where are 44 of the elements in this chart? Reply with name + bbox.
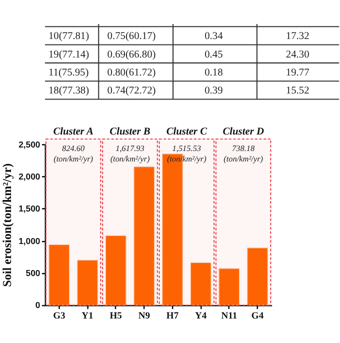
text: 0.34: [204, 31, 224, 42]
y-tick-label: 2,000: [18, 171, 40, 182]
bar: [190, 262, 212, 306]
text: 0.74(72.72): [107, 86, 156, 97]
y-tick-label: 500: [26, 268, 40, 278]
x-tick-label: N9: [138, 312, 150, 322]
x-tick-label: G3: [53, 312, 66, 322]
bar: [76, 260, 98, 306]
x-tick-label: N11: [221, 312, 238, 322]
bar: [48, 244, 70, 306]
text: 18(77.38): [48, 86, 90, 97]
text: 0.69(66.80): [107, 49, 156, 60]
band-label: Cluster A: [53, 126, 94, 138]
text: 10(77.81): [48, 31, 90, 42]
text: 0.39: [204, 86, 223, 97]
y-tick-label: 1,000: [18, 236, 40, 246]
y-axis-title: Soil erosion(ton/km²/yr): [0, 163, 14, 287]
x-tick-label: H5: [110, 312, 122, 322]
annotation: 1,617.93 (ton/km²/yr): [110, 144, 150, 164]
x-tick-label: Y4: [195, 312, 207, 322]
y-tick-label: 2,500: [18, 139, 40, 150]
x-tick-label: Y1: [82, 312, 94, 322]
text: 0.45: [204, 49, 223, 60]
text: 0.18: [204, 67, 223, 78]
text: 11(75.95): [48, 67, 89, 78]
text: 19.77: [286, 67, 310, 78]
text: 24.30: [286, 49, 310, 60]
bar: [218, 268, 240, 306]
y-tick-label: 0: [35, 300, 40, 310]
y-tick-label: 1,500: [18, 204, 40, 214]
band-label: Cluster C: [166, 126, 208, 138]
bar: [246, 248, 268, 306]
text: 0.80(61.72): [107, 67, 156, 78]
band-label: Cluster D: [222, 126, 264, 138]
text: 19(77.14): [48, 49, 90, 60]
x-tick-label: H7: [166, 312, 179, 322]
annotation: 738.18 (ton/km²/yr): [224, 144, 264, 164]
text: 17.32: [286, 31, 310, 42]
annotation: 824.60 (ton/km²/yr): [54, 144, 94, 164]
text: 15.52: [286, 86, 310, 97]
x-tick-label: G4: [251, 312, 264, 322]
text: 0.75(60.17): [107, 31, 156, 42]
bar: [105, 235, 126, 306]
band-label: Cluster B: [110, 126, 150, 138]
